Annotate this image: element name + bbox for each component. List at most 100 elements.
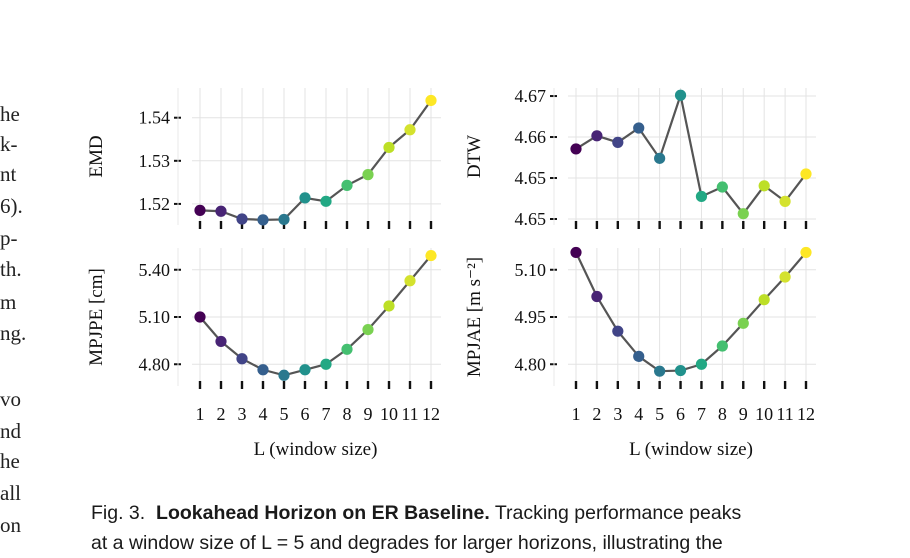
y-tick-label: 4.80: [515, 354, 547, 374]
data-point: [716, 340, 728, 352]
data-point: [215, 205, 227, 217]
data-point: [215, 335, 227, 348]
data-point: [404, 124, 416, 136]
text-fragment: th.: [0, 257, 22, 281]
data-point: [737, 317, 749, 329]
data-point: [591, 130, 603, 142]
data-point: [779, 271, 791, 283]
y-tick-label: 1.53: [139, 151, 171, 171]
text-fragment: p-: [0, 226, 18, 250]
x-axis-label: L (window size): [629, 439, 753, 460]
text-fragment: nd: [0, 419, 21, 443]
y-tick-label: 1.54: [139, 108, 171, 128]
text-fragment: on: [0, 513, 21, 537]
x-tick-label: 4: [634, 404, 643, 424]
y-tick-label: 5.10: [515, 260, 547, 280]
data-point: [591, 290, 603, 303]
data-point: [236, 353, 248, 365]
caption-fig-number: Fig. 3.: [91, 502, 146, 524]
x-tick-label: 5: [655, 404, 664, 424]
data-point: [612, 136, 624, 148]
text-fragment: 6).: [0, 194, 23, 218]
data-point: [257, 214, 269, 226]
y-axis-label: MPJPE [cm]: [86, 268, 107, 366]
data-point: [654, 152, 666, 164]
x-tick-label: 6: [301, 404, 310, 424]
chart-panel-1: 1.52 1.53 1.54 EMD: [86, 88, 441, 229]
x-tick-label: 10: [380, 404, 398, 424]
data-point: [633, 350, 645, 362]
x-tick-label: 6: [676, 404, 685, 424]
x-tick-label: 10: [755, 404, 773, 424]
text-fragment: nt: [0, 162, 17, 186]
data-point: [716, 181, 728, 193]
x-tick-label: 7: [322, 404, 331, 424]
y-tick-label: 4.95: [515, 307, 547, 327]
data-point: [612, 325, 624, 337]
caption-title: Lookahead Horizon on ER Baseline.: [156, 502, 490, 524]
x-tick-label: 3: [613, 404, 622, 424]
data-point: [737, 208, 749, 220]
chart-panel-2: 4.65 4.65 4.66 4.67 DTW: [464, 86, 816, 229]
data-point: [800, 246, 812, 259]
figure-caption: Fig. 3. Lookahead Horizon on ER Baseline…: [91, 498, 821, 558]
y-tick-label: 4.80: [139, 354, 171, 374]
x-tick-label: 9: [739, 404, 748, 424]
figure-grid: 1.52 1.53 1.54 EMD 4.65 4.65 4.66 4.67 DTW 4.80 5.…: [86, 86, 816, 460]
data-point: [278, 213, 290, 226]
data-point: [425, 249, 437, 262]
x-axis-label: L (window size): [254, 439, 378, 460]
x-tick-label: 1: [196, 404, 205, 424]
caption-line-2: at a window size of L = 5 and degrades f…: [91, 532, 723, 554]
text-fragment: vo: [0, 387, 21, 411]
x-tick-label: 2: [217, 404, 226, 424]
data-point: [299, 364, 311, 376]
data-point: [236, 213, 248, 225]
data-point: [674, 89, 687, 101]
x-tick-label: 3: [238, 404, 247, 424]
data-point: [362, 169, 374, 181]
text-fragment: all: [0, 481, 21, 505]
x-tick-label: 5: [280, 404, 289, 424]
data-point: [341, 343, 353, 355]
y-axis-label: EMD: [86, 135, 107, 177]
data-point: [299, 192, 311, 204]
y-tick-label: 1.52: [139, 194, 171, 214]
y-tick-label: 4.67: [515, 86, 547, 106]
y-tick-label: 4.65: [515, 168, 547, 188]
data-point: [695, 358, 708, 370]
data-point: [341, 179, 353, 191]
data-point: [362, 324, 374, 336]
data-point: [654, 365, 666, 377]
y-tick-label: 4.65: [515, 209, 547, 229]
data-point: [570, 246, 582, 259]
caption-line-1: Tracking performance peaks: [494, 502, 742, 524]
x-tick-label: 9: [364, 404, 373, 424]
data-point: [383, 300, 395, 312]
x-tick-label: 12: [797, 404, 815, 424]
text-fragment: he: [0, 102, 20, 126]
data-point: [320, 358, 332, 370]
data-point: [278, 369, 290, 381]
text-fragment: he: [0, 449, 20, 473]
data-point: [257, 364, 269, 376]
data-point: [758, 180, 770, 192]
x-tick-label: 2: [592, 404, 601, 424]
chart-panel-3: 4.805.105.401 2 3 4 5 6 7 8 9 10 11 12L (window siz…: [86, 248, 441, 460]
x-tick-label: 11: [776, 404, 793, 424]
x-tick-label: 11: [401, 404, 418, 424]
y-tick-label: 5.40: [139, 260, 171, 280]
x-tick-label: 8: [718, 404, 727, 424]
data-point: [570, 143, 582, 155]
series-line: [199, 99, 432, 221]
data-point: [800, 168, 812, 180]
x-tick-label: 7: [697, 404, 706, 424]
data-point: [194, 204, 206, 216]
data-point: [194, 311, 206, 323]
data-point: [320, 195, 332, 207]
data-point: [404, 275, 416, 287]
text-fragment: m: [0, 290, 17, 314]
y-axis-label: MPJAE [m s⁻²]: [464, 257, 485, 377]
x-tick-label: 1: [572, 404, 581, 424]
series-line: [575, 90, 807, 216]
